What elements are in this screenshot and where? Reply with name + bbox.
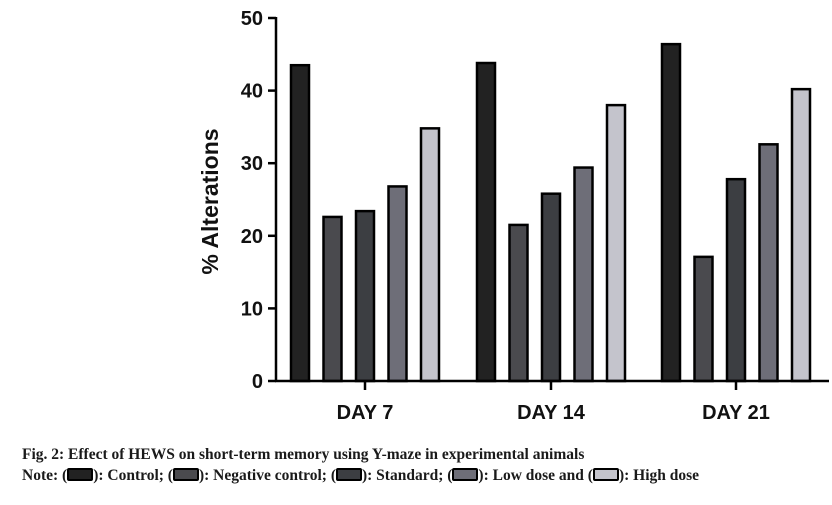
bar-day-7-standard bbox=[354, 209, 376, 383]
figure-caption: Fig. 2: Effect of HEWS on short-term mem… bbox=[22, 446, 585, 463]
legend-high-dose-label: ): High dose bbox=[618, 467, 700, 484]
legend-negative-control-label: ): Negative control; ( bbox=[198, 467, 336, 484]
x-axis-ticks: DAY 7 DAY 14 DAY 21 bbox=[337, 381, 770, 424]
y-axis-ticks: 0 10 20 30 40 50 bbox=[241, 8, 276, 393]
y-tick-label: 50 bbox=[241, 8, 263, 30]
y-tick-label: 10 bbox=[241, 298, 263, 320]
y-axis-title: % Alterations bbox=[197, 128, 223, 274]
bar-day-21-low-dose bbox=[758, 143, 779, 383]
y-tick-label: 40 bbox=[241, 81, 263, 103]
bar-day-14-negative-control bbox=[508, 223, 529, 383]
bars-layer bbox=[289, 42, 812, 383]
bar-day-7-negative-control bbox=[322, 215, 343, 383]
high-dose-swatch bbox=[592, 468, 619, 481]
bar-day-7-low-dose bbox=[387, 185, 408, 383]
y-tick-label: 20 bbox=[241, 226, 263, 248]
bar-day-21-control bbox=[660, 42, 682, 383]
note-prefix: Note: ( bbox=[22, 467, 68, 484]
bar-day-14-standard bbox=[540, 192, 562, 383]
bar-day-7-high-dose bbox=[419, 127, 441, 383]
bar-day-14-low-dose bbox=[573, 166, 594, 383]
standard-swatch bbox=[335, 468, 362, 481]
y-tick-label: 30 bbox=[241, 153, 263, 175]
bar-day-14-control bbox=[475, 61, 497, 383]
bar-day-14-high-dose bbox=[605, 103, 627, 383]
x-tick-label: DAY 14 bbox=[517, 402, 586, 424]
legend-low-dose-label: ): Low dose and ( bbox=[478, 467, 593, 484]
bar-day-21-standard bbox=[725, 177, 747, 383]
y-tick-label: 0 bbox=[252, 371, 263, 393]
legend-standard-label: ): Standard; ( bbox=[361, 467, 453, 484]
bar-day-21-negative-control bbox=[693, 255, 714, 383]
bar-day-21-high-dose bbox=[790, 87, 812, 383]
bar-day-7-control bbox=[289, 63, 311, 383]
bar-chart: 0 10 20 30 40 50 DAY 7 DAY 14 DAY 21 % Alterati… bbox=[197, 8, 829, 424]
legend-control-label: ): Control; ( bbox=[93, 467, 173, 484]
x-tick-label: DAY 7 bbox=[337, 402, 394, 424]
low-dose-swatch bbox=[452, 468, 479, 481]
negative-control-swatch bbox=[172, 468, 199, 481]
legend-note: Note: ( ): Control; ( ): Negative control;… bbox=[22, 467, 699, 485]
control-swatch bbox=[67, 468, 94, 481]
x-tick-label: DAY 21 bbox=[702, 402, 770, 424]
